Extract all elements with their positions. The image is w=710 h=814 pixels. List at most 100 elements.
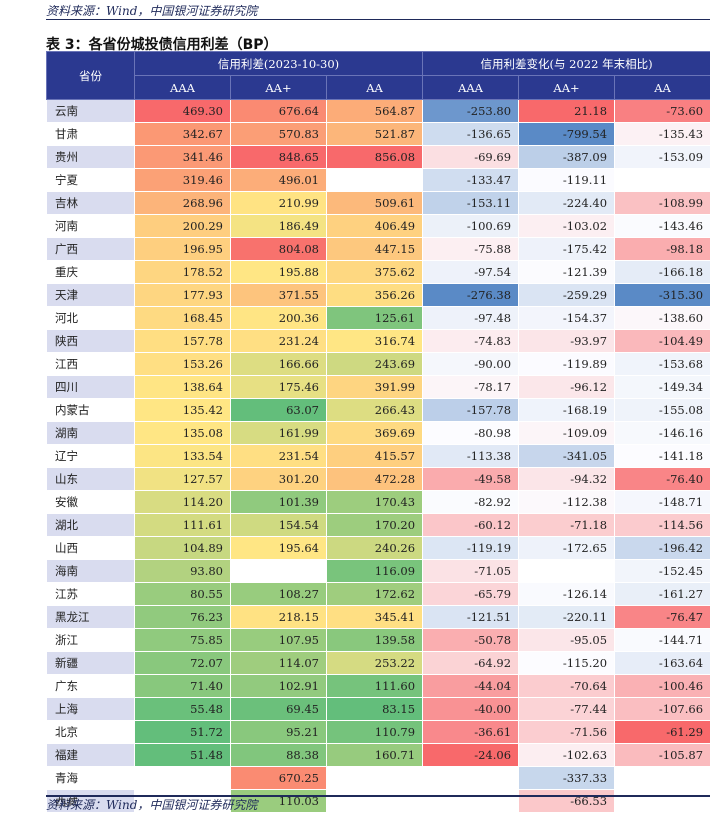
change-aa-cell: -108.99 <box>614 191 710 215</box>
spread-aa-cell: 447.15 <box>325 237 424 261</box>
spread-aa-cell: 111.60 <box>325 674 424 698</box>
bottom-rule <box>46 795 710 797</box>
spread-aa-plus-cell: 63.07 <box>230 398 327 422</box>
change-aa-cell: -144.71 <box>614 628 710 652</box>
change-aaa-cell: -113.38 <box>422 444 520 468</box>
table-row: 湖北 111.61 154.54 170.20 -60.12 -71.18 -114.56 <box>46 513 710 537</box>
spread-aaa-cell: 114.20 <box>134 490 231 514</box>
change-aaa-cell <box>422 766 520 790</box>
change-aaa-cell: -153.11 <box>422 191 520 215</box>
table-row: 河北 168.45 200.36 125.61 -97.48 -154.37 -138.60 <box>46 306 710 330</box>
province-cell: 山东 <box>46 467 135 491</box>
table-row: 贵州 341.46 848.65 856.08 -69.69 -387.09 -153.09 <box>46 145 710 169</box>
spread-aa-plus-cell: 102.91 <box>230 674 327 698</box>
change-aaa-cell: -60.12 <box>422 513 520 537</box>
change-aaa-cell: -50.78 <box>422 628 520 652</box>
province-cell: 天津 <box>46 283 135 307</box>
spread-aaa-cell: 76.23 <box>134 605 231 629</box>
header-spread-aa-plus: AA+ <box>230 75 327 100</box>
header-change-aaa: AAA <box>422 75 520 100</box>
change-aa-plus-cell: -172.65 <box>518 536 616 560</box>
change-aaa-cell: -121.51 <box>422 605 520 629</box>
change-aa-plus-cell: -799.54 <box>518 122 616 146</box>
change-aaa-cell: -82.92 <box>422 490 520 514</box>
spread-aaa-cell <box>134 766 231 790</box>
province-cell: 河北 <box>46 306 135 330</box>
spread-aa-cell: 125.61 <box>325 306 424 330</box>
change-aaa-cell: -71.05 <box>422 559 520 583</box>
table-row: 宁夏 319.46 496.01 -133.47 -119.11 <box>46 168 710 192</box>
spread-aa-plus-cell: 107.95 <box>230 628 327 652</box>
spread-aaa-cell: 342.67 <box>134 122 231 146</box>
header-province: 省份 <box>46 51 135 100</box>
spread-aaa-cell: 75.85 <box>134 628 231 652</box>
change-aa-cell: -315.30 <box>614 283 710 307</box>
spread-aa-cell: 110.79 <box>325 720 424 744</box>
table-row: 江苏 80.55 108.27 172.62 -65.79 -126.14 -161.27 <box>46 582 710 606</box>
spread-aaa-cell: 51.48 <box>134 743 231 767</box>
spread-aa-plus-cell: 570.83 <box>230 122 327 146</box>
change-aaa-cell: -157.78 <box>422 398 520 422</box>
source-note-bottom: 资料来源：Wind，中国银河证券研究院 <box>46 798 258 812</box>
table-row: 甘肃 342.67 570.83 521.87 -136.65 -799.54 -135.4… <box>46 122 710 146</box>
spread-aaa-cell: 135.42 <box>134 398 231 422</box>
change-aa-cell: -166.18 <box>614 260 710 284</box>
change-aaa-cell: -133.47 <box>422 168 520 192</box>
province-cell: 福建 <box>46 743 135 767</box>
province-cell: 四川 <box>46 375 135 399</box>
spread-aaa-cell: 469.30 <box>134 99 231 123</box>
header-change-group: 信用利差变化(与 2022 年末相比) <box>422 51 710 76</box>
spread-aa-cell: 266.43 <box>325 398 424 422</box>
change-aa-cell: -152.45 <box>614 559 710 583</box>
change-aa-cell: -114.56 <box>614 513 710 537</box>
spread-aaa-cell: 319.46 <box>134 168 231 192</box>
spread-aa-plus-cell: 114.07 <box>230 651 327 675</box>
change-aaa-cell: -253.80 <box>422 99 520 123</box>
change-aa-cell <box>614 789 710 813</box>
change-aa-plus-cell: -341.05 <box>518 444 616 468</box>
table-row: 浙江 75.85 107.95 139.58 -50.78 -95.05 -144.71 <box>46 628 710 652</box>
table-row: 黑龙江 76.23 218.15 345.41 -121.51 -220.11 -76.47 <box>46 605 710 629</box>
change-aaa-cell: -49.58 <box>422 467 520 491</box>
spread-aaa-cell: 178.52 <box>134 260 231 284</box>
table-row: 海南 93.80 116.09 -71.05 -152.45 <box>46 559 710 583</box>
spread-aaa-cell: 104.89 <box>134 536 231 560</box>
spread-aa-plus-cell: 161.99 <box>230 421 327 445</box>
spread-aaa-cell: 51.72 <box>134 720 231 744</box>
change-aa-plus-cell: -175.42 <box>518 237 616 261</box>
spread-aaa-cell: 55.48 <box>134 697 231 721</box>
province-cell: 云南 <box>46 99 135 123</box>
province-cell: 吉林 <box>46 191 135 215</box>
change-aaa-cell: -69.69 <box>422 145 520 169</box>
spread-aaa-cell: 111.61 <box>134 513 231 537</box>
spread-aaa-cell: 153.26 <box>134 352 231 376</box>
change-aaa-cell: -44.04 <box>422 674 520 698</box>
table-row: 内蒙古 135.42 63.07 266.43 -157.78 -168.19 -155.0… <box>46 398 710 422</box>
change-aa-cell: -98.18 <box>614 237 710 261</box>
table-row: 天津 177.93 371.55 356.26 -276.38 -259.29 -315.3… <box>46 283 710 307</box>
spread-aa-plus-cell: 69.45 <box>230 697 327 721</box>
header-spread-aaa: AAA <box>134 75 231 100</box>
change-aa-cell: -76.47 <box>614 605 710 629</box>
change-aa-cell: -61.29 <box>614 720 710 744</box>
header-change-aa-plus: AA+ <box>518 75 616 100</box>
province-cell: 黑龙江 <box>46 605 135 629</box>
change-aaa-cell: -100.69 <box>422 214 520 238</box>
spread-aa-plus-cell: 231.24 <box>230 329 327 353</box>
change-aa-plus-cell <box>518 559 616 583</box>
table-row: 陕西 157.78 231.24 316.74 -74.83 -93.97 -104.49 <box>46 329 710 353</box>
province-cell: 河南 <box>46 214 135 238</box>
spread-aaa-cell: 196.95 <box>134 237 231 261</box>
change-aa-cell: -155.08 <box>614 398 710 422</box>
spread-aa-plus-cell: 848.65 <box>230 145 327 169</box>
spread-aaa-cell: 177.93 <box>134 283 231 307</box>
spread-aa-plus-cell: 195.88 <box>230 260 327 284</box>
table-row: 福建 51.48 88.38 160.71 -24.06 -102.63 -105.87 <box>46 743 710 767</box>
spread-aa-plus-cell: 200.36 <box>230 306 327 330</box>
spread-aa-plus-cell: 231.54 <box>230 444 327 468</box>
change-aa-plus-cell: -77.44 <box>518 697 616 721</box>
change-aa-plus-cell: -224.40 <box>518 191 616 215</box>
change-aa-plus-cell: -154.37 <box>518 306 616 330</box>
change-aa-plus-cell: -66.53 <box>518 789 616 813</box>
table-row: 上海 55.48 69.45 83.15 -40.00 -77.44 -107.66 <box>46 697 710 721</box>
